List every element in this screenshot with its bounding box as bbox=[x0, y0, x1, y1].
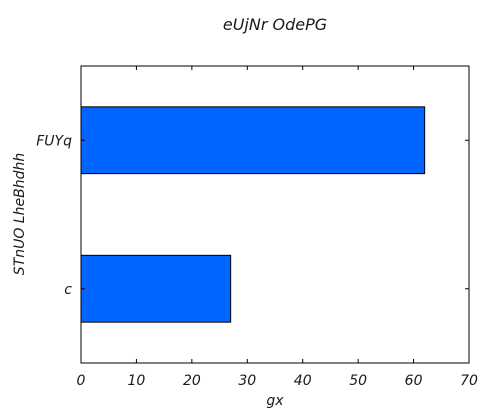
x-tick-label: 0 bbox=[77, 373, 86, 389]
chart-title: eUjNr OdePG bbox=[223, 15, 327, 34]
x-tick-label: 20 bbox=[183, 373, 201, 389]
x-axis-ticks: 0 10 20 30 40 50 60 70 bbox=[77, 66, 478, 389]
bars-group bbox=[80, 106, 426, 323]
x-tick-label: 70 bbox=[460, 373, 478, 389]
y-tick-label: c bbox=[64, 282, 72, 298]
bar-c bbox=[80, 254, 232, 323]
y-tick-label: FUYq bbox=[36, 133, 72, 149]
x-tick-label: 50 bbox=[349, 373, 367, 389]
bar-FUYq bbox=[80, 106, 426, 175]
x-tick-label: 10 bbox=[128, 373, 146, 389]
y-axis-label: STnUO LheBhdhh bbox=[12, 153, 28, 275]
x-tick-label: 40 bbox=[294, 373, 312, 389]
y-axis-ticks: c FUYq bbox=[36, 133, 469, 298]
x-tick-label: 60 bbox=[405, 373, 423, 389]
x-tick-label: 30 bbox=[238, 373, 256, 389]
x-axis-label: gx bbox=[266, 393, 284, 409]
plot-frame bbox=[80, 65, 470, 364]
